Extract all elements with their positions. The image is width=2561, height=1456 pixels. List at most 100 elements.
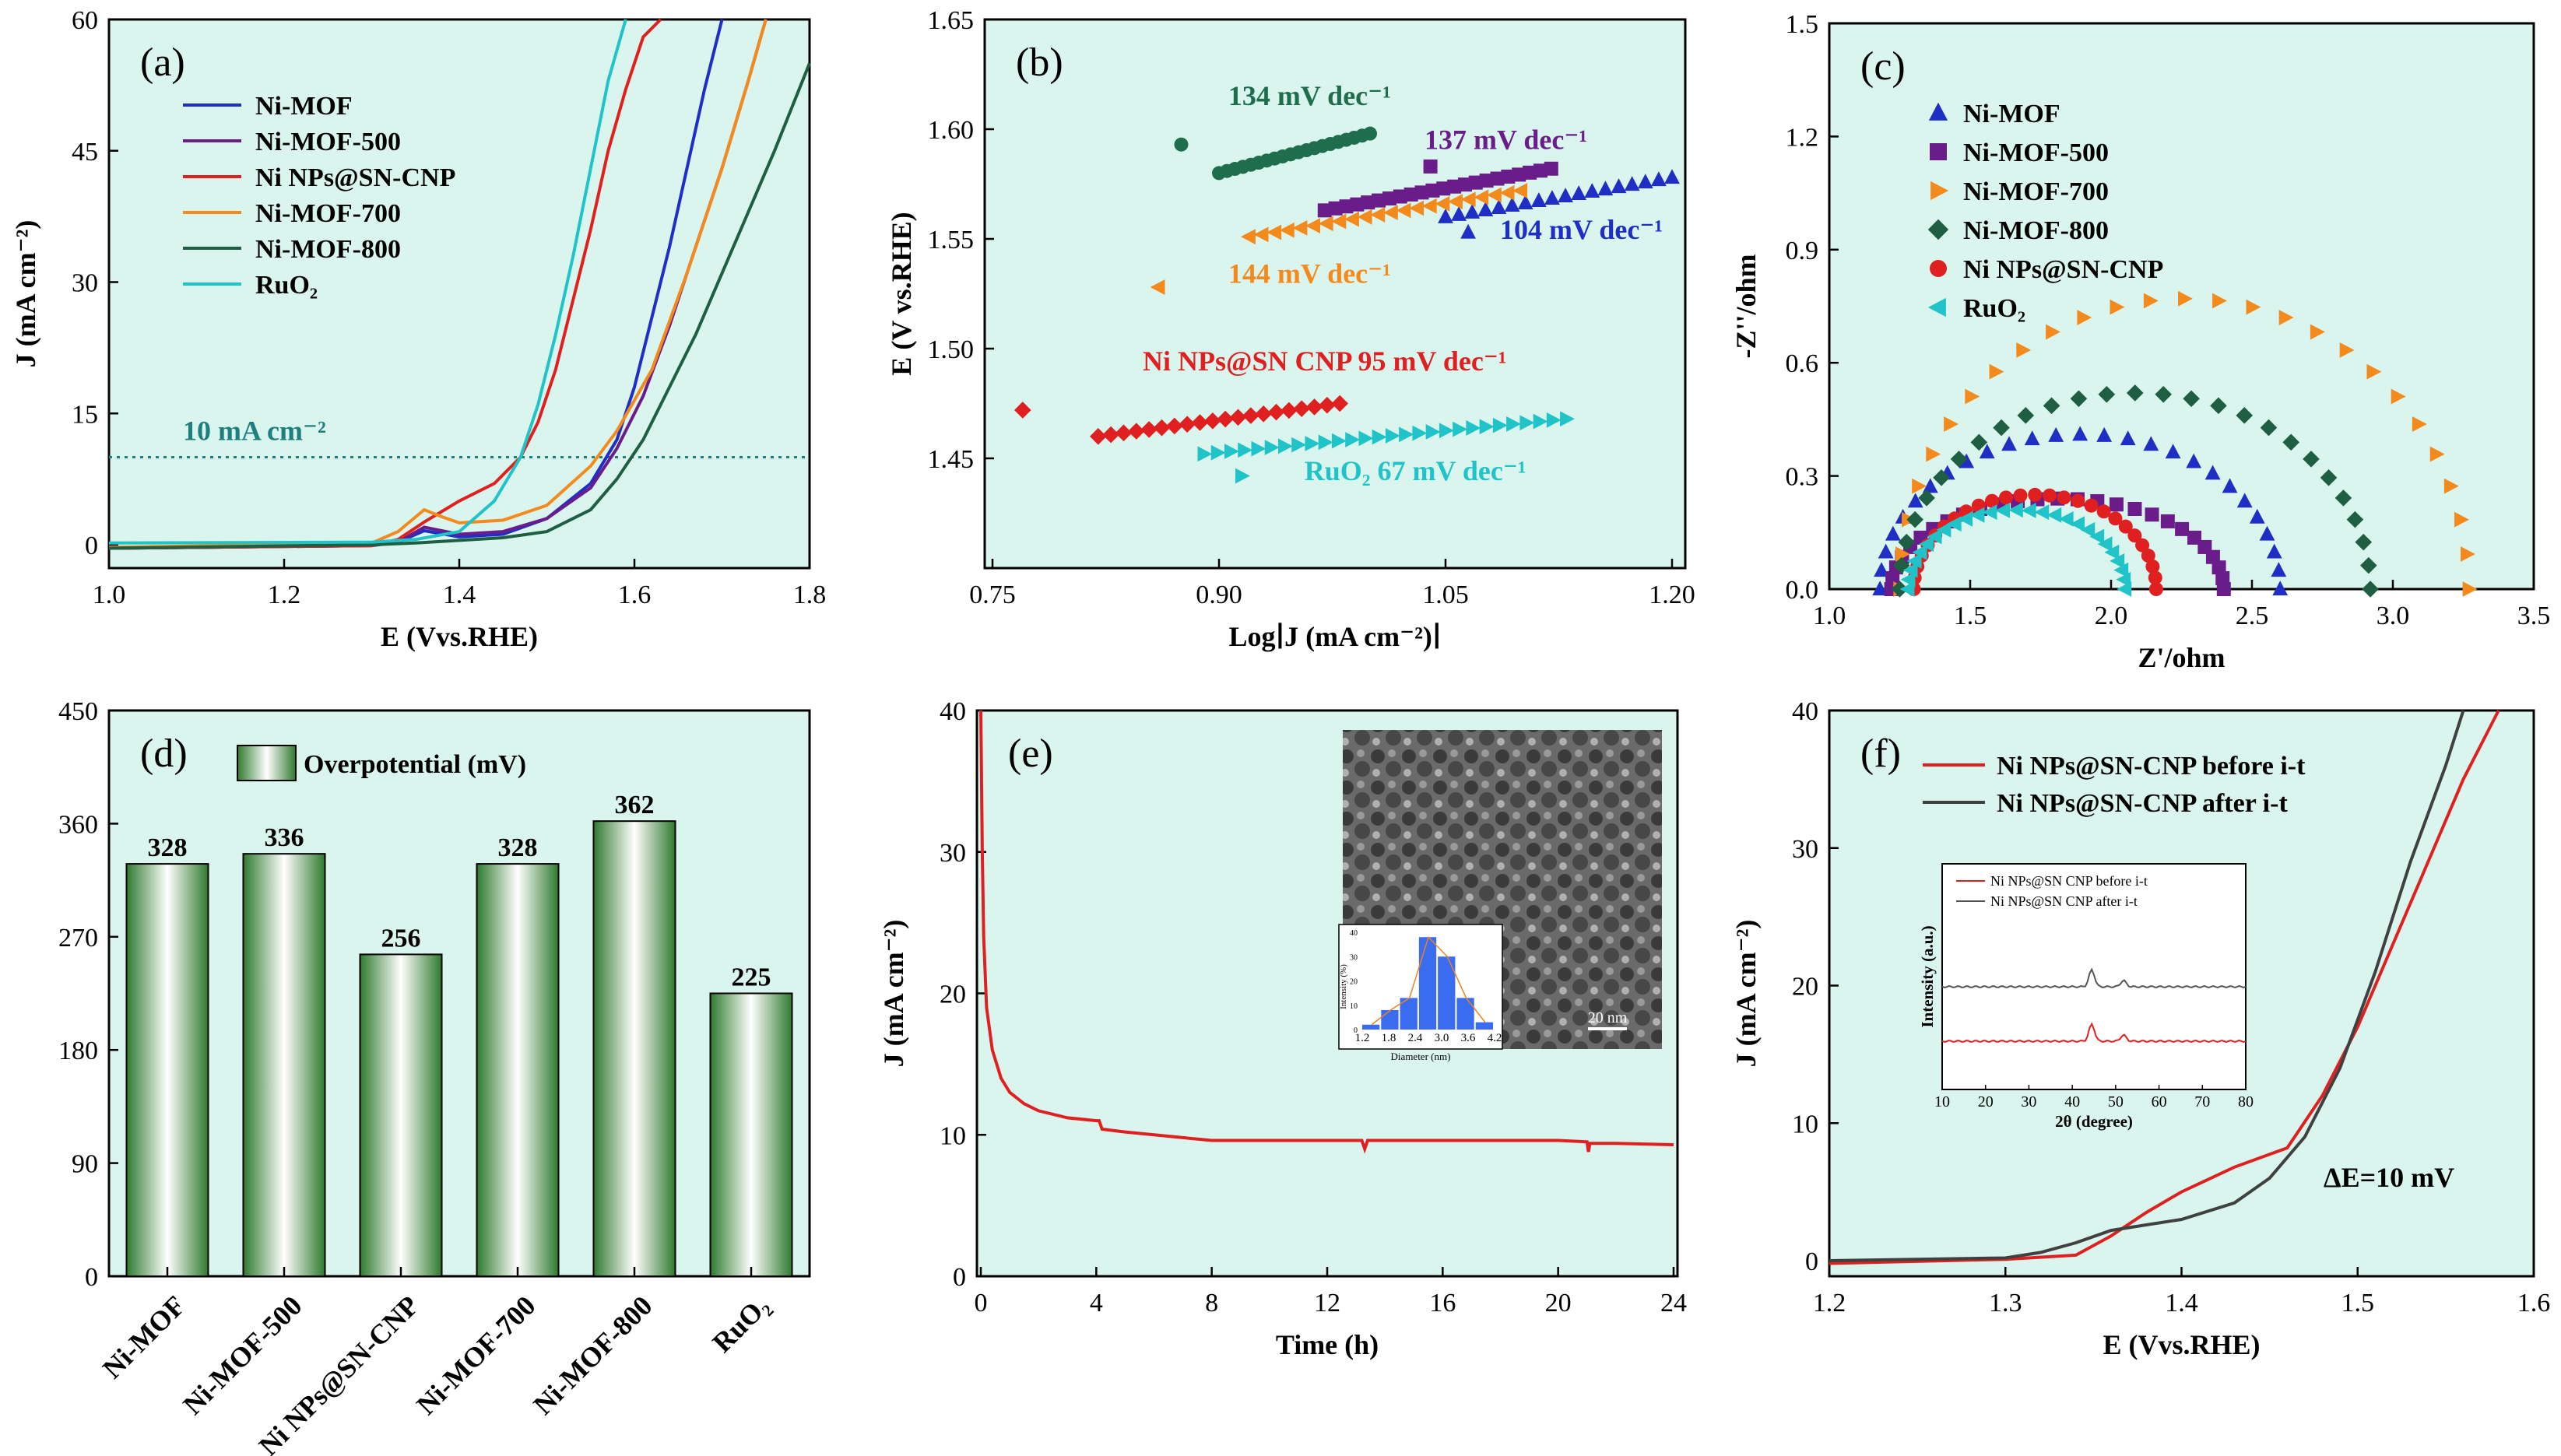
series-label: RuO₂ 67 mV dec⁻¹ — [1305, 455, 1526, 486]
y-tick-label: 40 — [1792, 697, 1818, 726]
data-point — [1499, 184, 1515, 201]
x-tick-label: 1.3 — [1989, 1289, 2022, 1317]
data-point — [2145, 507, 2159, 522]
data-point — [1969, 507, 1985, 523]
data-point — [2246, 299, 2261, 315]
xrd-tick-label: 20 — [1978, 1093, 1994, 1110]
data-point — [1140, 421, 1158, 438]
data-point — [1486, 187, 1502, 203]
histogram-y-tick: 40 — [1350, 929, 1358, 938]
histogram-x-tick: 1.8 — [1382, 1032, 1396, 1044]
series — [1906, 487, 2163, 596]
data-point — [1468, 175, 1483, 190]
plot-area — [107, 709, 811, 1278]
y-tick-label: 0.3 — [1786, 463, 1819, 492]
data-point — [2366, 363, 2382, 380]
histogram-bar — [1381, 1010, 1399, 1030]
y-tick-label: 180 — [58, 1037, 98, 1065]
data-point — [2120, 430, 2136, 446]
series-line — [108, 18, 662, 550]
data-point — [1439, 423, 1454, 439]
data-point — [1571, 185, 1587, 201]
x-tick-label: RuO₂ — [706, 1289, 775, 1358]
annotation: ΔE=10 mV — [2324, 1162, 2454, 1193]
x-tick-label: 0.75 — [969, 581, 1016, 609]
data-point — [2127, 502, 2142, 517]
data-point — [1597, 181, 1614, 196]
y-tick-label: 40 — [940, 697, 966, 726]
data-point — [1906, 553, 1922, 569]
bar — [242, 853, 326, 1277]
y-axis-label: J (mA cm⁻²) — [878, 920, 909, 1068]
panel-f: 1.2 1.3 1.4 1.5 1.6 0 10 20 30 40 E (Vvs.RHE) J (mA… — [1730, 697, 2550, 1360]
data-point — [1174, 137, 1189, 152]
data-point — [1344, 211, 1359, 227]
data-point — [2135, 538, 2150, 553]
data-point — [2143, 436, 2159, 451]
legend-label: Overpotential (mV) — [304, 750, 526, 779]
xrd-legend-label: Ni NPs@SN CNP before i-t — [1990, 873, 2148, 889]
data-point — [2260, 419, 2278, 437]
data-point — [1305, 436, 1320, 451]
data-point — [1370, 207, 1386, 223]
data-point — [2097, 536, 2113, 553]
x-tick-label: Ni-MOF-500 — [177, 1289, 307, 1420]
histogram-x-tick: 4.2 — [1488, 1032, 1502, 1044]
legend-label: Ni-MOF-500 — [1963, 139, 2109, 167]
data-point — [2113, 562, 2129, 578]
data-point — [1912, 544, 1927, 560]
data-point — [1993, 419, 2010, 437]
histogram-bar — [1475, 1022, 1493, 1030]
data-point — [1396, 202, 1411, 219]
data-point — [1421, 198, 1437, 214]
data-point — [1229, 409, 1247, 426]
data-point — [1345, 432, 1361, 447]
data-point — [2048, 426, 2064, 442]
series — [1899, 502, 2132, 597]
data-point — [1965, 388, 1980, 405]
data-point — [1372, 193, 1386, 208]
bar-value: 328 — [148, 833, 188, 862]
data-point — [1393, 189, 1407, 204]
xrd-legend-label: Ni NPs@SN CNP after i-t — [1990, 893, 2138, 909]
data-point — [1425, 183, 1440, 198]
data-point — [1412, 425, 1428, 441]
bar — [709, 992, 793, 1277]
data-point — [1650, 171, 1667, 187]
x-tick-label: 1.5 — [2341, 1289, 2375, 1317]
x-tick-label: 2.5 — [2236, 602, 2269, 630]
series-line — [1829, 710, 2465, 1262]
series: 134 mV dec⁻¹ — [1174, 80, 1391, 181]
data-point — [1958, 510, 1973, 527]
data-point — [1544, 190, 1560, 205]
panel-a: 1.0 1.2 1.4 1.6 1.8 0 15 30 45 60 E (Vvs.RHE) J (mA… — [10, 6, 826, 652]
bar — [125, 863, 209, 1277]
y-tick-label: 60 — [72, 6, 98, 35]
data-point — [1242, 407, 1259, 424]
data-point — [1291, 437, 1307, 453]
data-point — [2236, 407, 2254, 424]
data-point — [2346, 510, 2364, 528]
series-line — [108, 19, 768, 549]
data-point — [1241, 229, 1256, 245]
data-point — [1457, 177, 1472, 192]
series: 144 mV dec⁻¹ — [1150, 183, 1528, 295]
x-tick-label: 1.0 — [1813, 602, 1846, 630]
data-point — [1460, 191, 1476, 208]
data-point — [2222, 478, 2238, 493]
data-point — [1898, 533, 1916, 551]
data-point — [1293, 400, 1310, 417]
xrd-y-label: Intensity (a.u.) — [1918, 925, 1937, 1027]
data-point — [1361, 195, 1375, 210]
x-tick-label: Ni-MOF-700 — [410, 1289, 541, 1420]
histogram-x-label: Diameter (nm) — [1391, 1051, 1451, 1062]
data-point — [2443, 478, 2459, 494]
xrd-tick-label: 60 — [2152, 1093, 2167, 1110]
data-point — [2028, 487, 2043, 502]
data-point — [2057, 490, 2071, 505]
data-point — [1267, 403, 1285, 421]
data-point — [1936, 521, 1951, 538]
y-tick-label: 20 — [1792, 973, 1818, 1002]
data-point — [1979, 444, 1995, 459]
y-tick-label: 450 — [58, 697, 98, 726]
